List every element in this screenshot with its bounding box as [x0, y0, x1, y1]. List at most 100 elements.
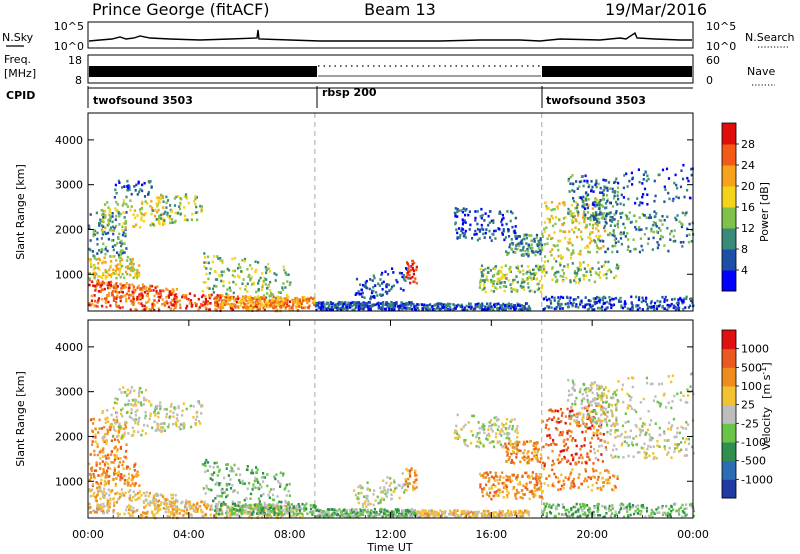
echo-cell	[286, 304, 289, 308]
echo-cell	[460, 229, 463, 233]
echo-cell	[570, 252, 573, 255]
echo-cell	[367, 503, 370, 506]
echo-cell	[107, 466, 110, 470]
echo-cell	[522, 269, 525, 272]
echo-cell	[257, 305, 260, 309]
echo-cell	[161, 298, 164, 301]
echo-cell	[94, 499, 97, 502]
echo-cell	[141, 286, 145, 289]
freq-panel-frame	[87, 54, 694, 84]
echo-cell	[161, 194, 165, 198]
echo-cell	[284, 286, 287, 289]
echo-cell	[468, 210, 471, 213]
echo-cell	[95, 211, 98, 215]
echo-cell	[586, 179, 589, 183]
echo-cell	[406, 302, 409, 305]
echo-cell	[216, 255, 219, 258]
echo-cell	[656, 246, 659, 250]
echo-cell	[464, 236, 467, 239]
echo-cell	[499, 212, 502, 215]
echo-cell	[202, 487, 205, 490]
echo-cell	[674, 305, 677, 309]
echo-cell	[511, 211, 514, 215]
echo-cell	[611, 216, 614, 219]
echo-cell	[634, 225, 637, 229]
echo-cell	[141, 202, 144, 205]
echo-cell	[501, 218, 504, 221]
echo-cell	[555, 270, 558, 274]
echo-cell	[599, 186, 602, 190]
echo-cell	[131, 300, 135, 304]
echo-cell	[104, 252, 107, 256]
echo-cell	[110, 255, 113, 258]
echo-cell	[595, 217, 598, 221]
echo-cell	[391, 285, 394, 289]
echo-cell	[182, 294, 185, 297]
echo-cell	[210, 473, 213, 476]
echo-cell	[320, 514, 323, 517]
echo-cell	[99, 283, 102, 287]
echo-cell	[136, 286, 139, 290]
echo-cell	[288, 304, 291, 308]
echo-cell	[155, 289, 158, 293]
echo-cell	[96, 266, 100, 270]
echo-cell	[677, 299, 680, 303]
echo-cell	[564, 230, 567, 234]
echo-cell	[288, 300, 291, 303]
echo-cell	[204, 470, 207, 473]
echo-cell	[588, 223, 591, 226]
echo-cell	[242, 505, 245, 508]
echo-cell	[612, 229, 615, 232]
echo-cell	[552, 208, 555, 211]
echo-cell	[498, 509, 501, 513]
echo-cell	[596, 203, 599, 207]
echo-cell	[252, 485, 255, 488]
echo-cell	[401, 275, 404, 279]
echo-cell	[298, 301, 301, 305]
echo-cell	[113, 438, 116, 441]
echo-cell	[190, 425, 193, 429]
echo-cell	[128, 506, 131, 509]
echo-cell	[655, 305, 659, 308]
echo-cell	[165, 300, 168, 303]
echo-cell	[644, 300, 647, 303]
echo-cell	[388, 306, 391, 309]
echo-cell	[142, 511, 145, 514]
echo-cell	[119, 445, 123, 449]
echo-cell	[279, 509, 283, 512]
echo-cell	[163, 502, 166, 505]
echo-cell	[562, 275, 565, 278]
echo-cell	[569, 301, 572, 305]
echo-cell	[456, 210, 459, 213]
echo-cell	[172, 422, 175, 426]
echo-cell	[360, 288, 363, 292]
echo-cell	[492, 221, 495, 224]
echo-cell	[125, 292, 128, 296]
echo-cell	[92, 473, 95, 476]
echo-cell	[502, 229, 505, 233]
echo-cell	[403, 491, 406, 494]
echo-cell	[571, 174, 574, 177]
echo-cell	[255, 290, 258, 294]
echo-cell	[91, 429, 94, 433]
echo-cell	[259, 511, 262, 515]
echo-cell	[433, 304, 436, 307]
echo-cell	[155, 202, 158, 205]
echo-cell	[399, 513, 403, 516]
echo-cell	[158, 216, 161, 220]
echo-cell	[408, 511, 411, 514]
echo-cell	[643, 233, 646, 236]
echo-cell	[103, 425, 106, 429]
echo-cell	[587, 185, 590, 189]
echo-cell	[303, 504, 306, 507]
echo-cell	[252, 510, 255, 514]
echo-cell	[333, 306, 336, 309]
echo-cell	[463, 509, 466, 513]
echo-cell	[652, 236, 655, 240]
echo-cell	[520, 239, 523, 242]
echo-cell	[112, 229, 115, 232]
echo-cell	[152, 498, 155, 502]
echo-cell	[136, 498, 139, 501]
echo-cell	[522, 511, 525, 515]
echo-cell	[113, 456, 117, 459]
